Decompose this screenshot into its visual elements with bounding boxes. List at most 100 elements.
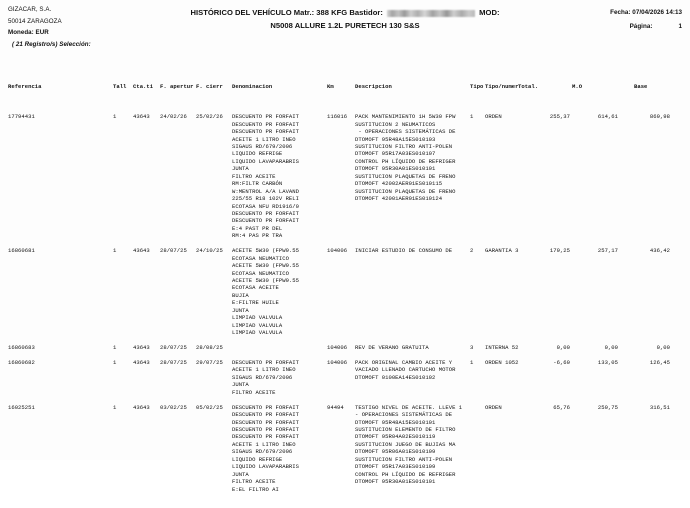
cell-descripcion-line: - OPERACIONES SISTEMÁTICAS DE [355, 411, 453, 419]
cell-descripcion-line: DTOMOFT 95R17A03ES010107 [355, 150, 436, 158]
cell-denominacion-line: DESCUENTO PR FORFAIT [232, 358, 299, 366]
cell-cta-ti: 43643 [133, 247, 150, 255]
cell-denominacion-line: E:FILTRE HUILE [232, 299, 279, 307]
cell-mo: 0,00 [604, 344, 618, 352]
company-name: GIZACAR, S.A. [8, 6, 52, 13]
col-header-total: Total. [518, 83, 539, 91]
col-header-f-apertur: F. apertur [160, 83, 194, 91]
cell-f-cierr: 24/10/25 [196, 247, 223, 255]
table-body: 17794431 1 43643 24/02/26 25/02/26 116016 1 ORD… [0, 113, 690, 493]
cell-f-apertur: 03/02/25 [160, 403, 187, 411]
cell-denominacion-line: DESCUENTO PR FORFAIT [232, 120, 299, 128]
col-header-cta-ti: Cta.ti [133, 83, 154, 91]
cell-denominacion-line: LIMPIAD VALVULA [232, 321, 283, 329]
table-row[interactable]: 17794431 1 43643 24/02/26 25/02/26 116016 1 ORD… [0, 113, 690, 240]
cell-denominacion-line: SIGAUS RD/679/2006 [232, 373, 293, 381]
col-header-tall: Tall [113, 83, 127, 91]
table-row[interactable]: 16025251 1 43643 03/02/25 05/02/25 94494 ORDEN… [0, 404, 690, 493]
table-row[interactable]: 16860682 1 43643 28/07/25 29/07/25 104006 1 ORD… [0, 359, 690, 396]
vehicle-model-line: N5008 ALLURE 1.2L PURETECH 130 S&S [270, 21, 420, 30]
cell-denominacion-line: ACEITE 5W30 (FPW9.55 [232, 262, 299, 270]
cell-descripcion-line: VACIADO LLENADO CARTUCHO MOTOR [355, 366, 456, 374]
cell-total: 179,25 [549, 247, 570, 255]
cell-km: 104006 [327, 344, 348, 352]
cell-denominacion-line: LIQUIDO LAVAPARABRIS [232, 157, 299, 165]
cell-mo: 133,05 [597, 358, 618, 366]
cell-descripcion-line: INICIAR ESTUDIO DE CONSUMO DE [355, 247, 453, 255]
cell-denominacion-line: FILTRO ACEITE [232, 478, 276, 486]
cell-tall: 1 [113, 247, 117, 255]
selection-line: ( 21 Registro/s) Selección: [12, 40, 91, 48]
cell-descripcion-line: DTOMOFT 95R04A02ES010119 [355, 433, 436, 441]
cell-descripcion-line: DTOMOFT 42002AER01ES010115 [355, 180, 443, 188]
cell-denominacion-line: JUNTA [232, 165, 249, 173]
col-header-km: Km [327, 83, 334, 91]
header-title-block: HISTÓRICO DEL VEHÍCULO Matr.: 388 KFG Ba… [150, 6, 540, 32]
cell-denominacion-line: DESCUENTO PR FORFAIT [232, 217, 299, 225]
document-page: GIZACAR, S.A. 50014 ZARAGOZA Moneda: EUR… [0, 0, 690, 493]
cell-denominacion-line: W:MENTROL A/A LAVAND [232, 187, 299, 195]
cell-descripcion-line: DTOMOFT 95R48A15ES010101 [355, 418, 436, 426]
cell-descripcion-line: - OPERACIONES SISTEMÁTICAS DE [355, 128, 456, 136]
table-row[interactable]: 16860683 1 43643 28/07/25 28/08/25 104006 3 INT… [0, 344, 690, 351]
col-header-mo: M.O [572, 83, 583, 91]
cell-total: 255,37 [549, 113, 570, 121]
cell-descripcion-line: REV DE VERANO GRATUITA [355, 344, 429, 352]
cell-denominacion-line: ACEITE 5W30 (FPW9.55 [232, 247, 299, 255]
cell-descripcion-line: SUSTITUCION FILTRO ANTI-POLEN [355, 455, 453, 463]
cell-descripcion-line: CONTROL PH LÍQUIDO DE REFRIGER [355, 470, 456, 478]
cell-denominacion-line: DESCUENTO PR FORFAIT [232, 433, 299, 441]
cell-denominacion-line: LIMPIAD VALVULA [232, 314, 283, 322]
col-header-f-cierr: F. cierr [196, 83, 223, 91]
cell-denominacion-line: DESCUENTO PR FORFAIT [232, 418, 299, 426]
cell-denominacion-line: RM:4 PAS PR TRA [232, 232, 283, 240]
cell-referencia: 16025251 [8, 403, 35, 411]
cell-total: 0,00 [556, 344, 570, 352]
currency-line: Moneda: EUR [8, 29, 49, 36]
cell-descripcion-line: DTOMOFT 95R48A15ES010103 [355, 135, 436, 143]
cell-denominacion-line: DESCUENTO PR FORFAIT [232, 210, 299, 217]
cell-denominacion-line: ACEITE 1 LITRO INEO [232, 366, 296, 374]
bastidor-label: Bastidor: [349, 8, 383, 17]
cell-denominacion-line: ECOTASA NEUMATICO [232, 269, 289, 277]
cell-descripcion-line: PACK MANTENIMIENTO 1H 5W30 FPW [355, 113, 456, 121]
cell-tipo: 2 [470, 247, 474, 255]
cell-tipo-numer: INTERNA 52 [485, 344, 519, 352]
cell-tipo-numer: GARANTIA 3 [485, 247, 519, 255]
cell-descripcion-line: PACK ORIGINAL CAMBIO ACEITE Y [355, 358, 453, 366]
cell-base: 126,45 [649, 358, 670, 366]
cell-denominacion-line: ECOTASA NFU RD1916/0 [232, 202, 299, 210]
cell-tipo: 3 [470, 344, 474, 352]
page-number-row: Página: 1 [610, 20, 682, 34]
document-header: GIZACAR, S.A. 50014 ZARAGOZA Moneda: EUR… [0, 0, 690, 58]
cell-f-cierr: 29/07/25 [196, 358, 223, 366]
cell-descripcion-line: SUSTITUCION FILTRO ANTI-POLEN [355, 142, 453, 150]
cell-total: -6,60 [553, 358, 570, 366]
header-right-block: Fecha: 07/04/2026 14:13 Página: 1 [610, 6, 682, 34]
cell-denominacion-line: E:4 PAST PR DEL [232, 224, 283, 232]
cell-tall: 1 [113, 344, 117, 352]
cell-denominacion-line: LIQUIDO REFRIGE [232, 455, 283, 463]
cell-tipo-numer: ORDEN [485, 403, 502, 411]
col-header-referencia: Referencia [8, 83, 42, 91]
cell-tipo-numer: ORDEN 1052 [485, 358, 519, 366]
table-header-row: Referencia Tall Cta.ti F. apertur F. cie… [0, 83, 690, 90]
cell-denominacion-line: ACEITE 1 LITRO INEO [232, 135, 296, 143]
cell-cta-ti: 43643 [133, 344, 150, 352]
cell-referencia: 16860683 [8, 344, 35, 352]
cell-denominacion-line: DESCUENTO PR FORFAIT [232, 403, 299, 411]
cell-denominacion-line: 225/55 R18 102V RELI [232, 195, 299, 203]
cell-mo: 614,61 [597, 113, 618, 121]
page-label: Página: [629, 23, 653, 30]
cell-denominacion-line: FILTRO ACEITE [232, 172, 276, 180]
cell-denominacion-line: DESCUENTO PR FORFAIT [232, 113, 299, 121]
cell-denominacion-line: RM:FILTR CARBÓN [232, 180, 283, 188]
cell-cta-ti: 43643 [133, 358, 150, 366]
cell-descripcion-line: SUSTITUCION 2 NEUMATICOS [355, 120, 436, 128]
cell-base: 436,42 [649, 247, 670, 255]
table-row[interactable]: 16860681 1 43643 28/07/25 24/10/25 104006 2 GAR… [0, 247, 690, 336]
cell-denominacion-line: SIGAUS RD/679/2006 [232, 448, 293, 456]
cell-referencia: 17794431 [8, 113, 35, 121]
cell-km: 116016 [327, 113, 348, 121]
cell-km: 94494 [327, 403, 344, 411]
